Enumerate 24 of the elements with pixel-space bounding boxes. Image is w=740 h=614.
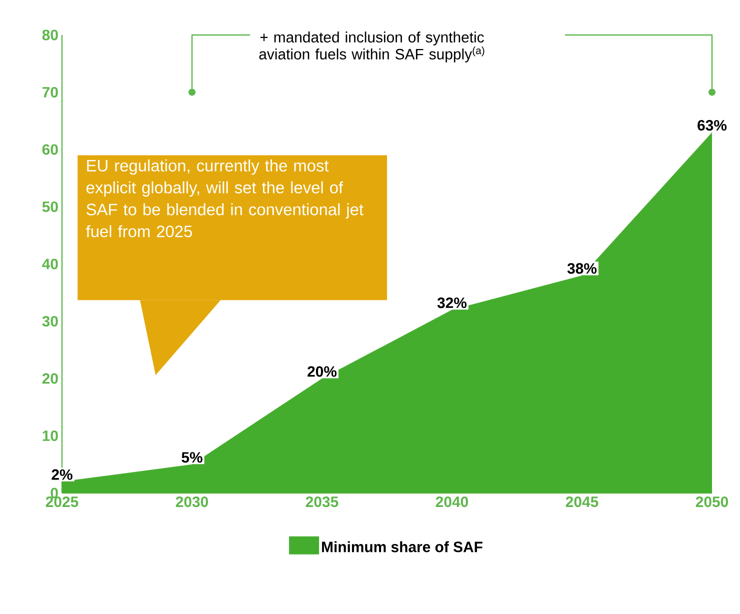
data-label: 63% — [698, 120, 727, 131]
y-tick-label: 0 — [50, 488, 58, 498]
x-tick-label: 2040 — [436, 496, 468, 508]
data-label: 5% — [182, 452, 202, 463]
data-label: 20% — [308, 366, 337, 377]
x-tick-label: 2035 — [306, 496, 338, 508]
y-tick-label: 60 — [42, 144, 58, 155]
x-tick-label: 2050 — [696, 496, 728, 508]
data-label: 32% — [437, 297, 467, 308]
y-tick-label: 70 — [42, 86, 58, 98]
y-tick-label: 20 — [42, 373, 58, 384]
x-tick-label: 2025 — [46, 496, 78, 508]
annotation: EU regulation, currently the most explicit globally, will set the level of SAF to be blended in conventional jet fuel from 2025 — [86, 159, 364, 238]
y-tick-label: 80 — [42, 30, 58, 40]
y-tick-label: 50 — [42, 201, 58, 212]
y-tick-label: 30 — [42, 316, 58, 327]
x-tick-label: 2045 — [566, 496, 598, 508]
annotation: + mandated inclusion of synthetic aviation fuels within SAF supply$^{(a)}$ — [259, 32, 484, 62]
legend-label: Minimum share of SAF — [322, 541, 482, 552]
y-tick-label: 40 — [42, 258, 58, 270]
data-label: 38% — [567, 263, 597, 274]
x-tick-label: 2030 — [176, 496, 208, 508]
y-tick-label: 10 — [42, 430, 58, 442]
data-label: 2% — [52, 469, 72, 480]
